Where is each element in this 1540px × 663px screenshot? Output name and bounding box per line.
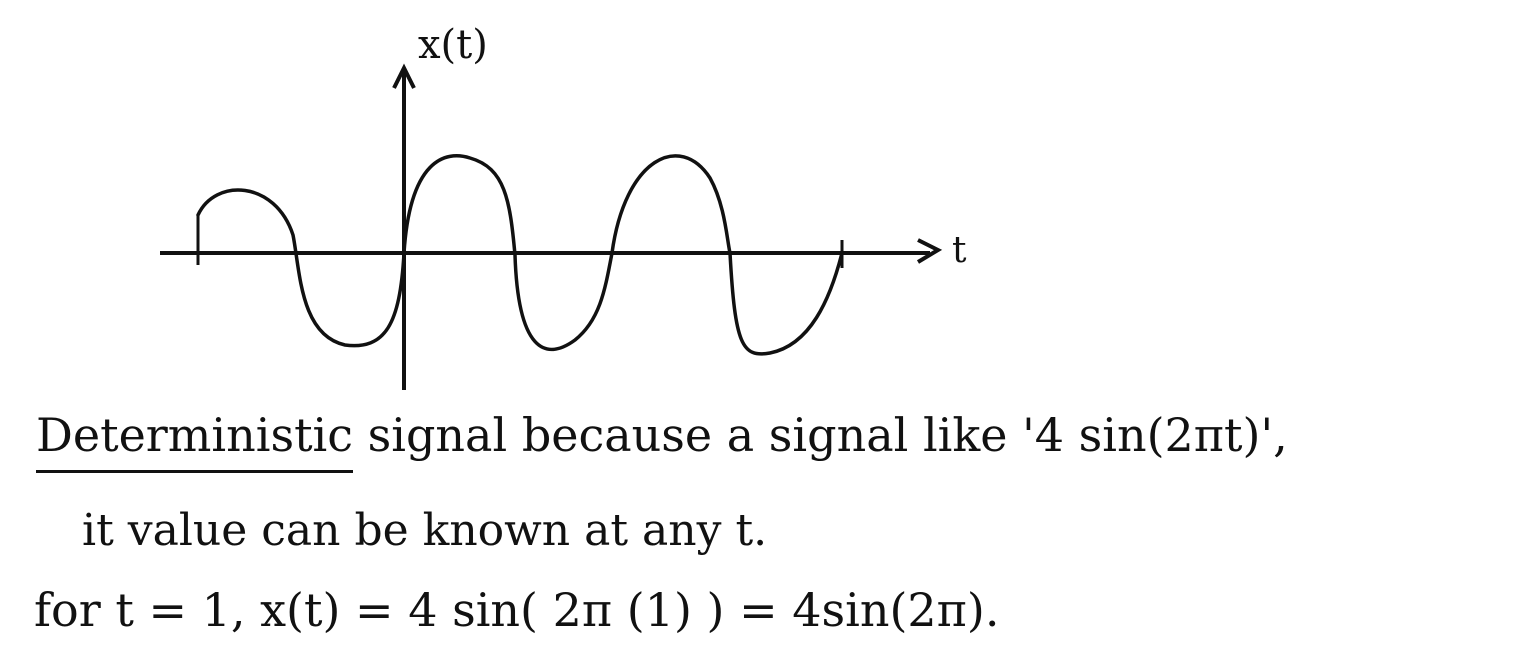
t-axis-arrowhead — [916, 238, 943, 264]
y-axis-arrowhead — [392, 63, 416, 89]
keyword-deterministic: Deterministic — [36, 408, 354, 473]
signal-wave — [196, 154, 844, 356]
explanation-line-1: Deterministic signal because a signal li… — [36, 408, 1288, 473]
explanation-line-2: it value can be known at any t. — [82, 505, 768, 556]
signal-sketch: x(t) t — [160, 22, 967, 390]
y-axis-label: x(t) — [418, 22, 488, 68]
line1-rest: signal because a signal like '4 sin(2πt)… — [353, 408, 1288, 462]
t-axis-label: t — [952, 230, 967, 271]
equation-line: for t = 1, x(t) = 4 sin( 2π (1) ) = 4sin… — [34, 583, 1000, 637]
